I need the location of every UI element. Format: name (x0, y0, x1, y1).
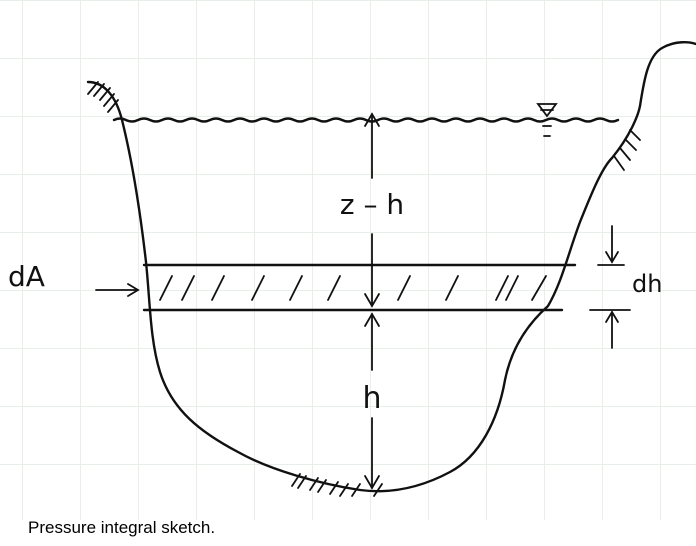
strip-pointer-arrow (95, 283, 140, 297)
ground-hatching-left (87, 81, 119, 113)
water-level-symbol-icon (536, 103, 558, 137)
depth-below-label: h (362, 381, 381, 416)
sketch-area: z – h h dA dh (0, 0, 696, 520)
ground-hatching-right (613, 129, 641, 171)
channel-outline (86, 41, 696, 493)
depth-above-label: z – h (340, 188, 404, 221)
strip-area-label: dA (8, 260, 45, 293)
depth-above-arrow (364, 112, 380, 308)
ground-hatching-bottom (291, 473, 383, 497)
channel-diagram: z – h h dA dh (8, 41, 696, 497)
water-surface-line (112, 117, 620, 123)
figure-caption: Pressure integral sketch. (28, 518, 216, 537)
strip-hatching (159, 275, 547, 301)
strip-thickness-label: dh (632, 270, 662, 298)
thickness-arrows (589, 225, 631, 349)
depth-below-arrow (364, 312, 380, 490)
